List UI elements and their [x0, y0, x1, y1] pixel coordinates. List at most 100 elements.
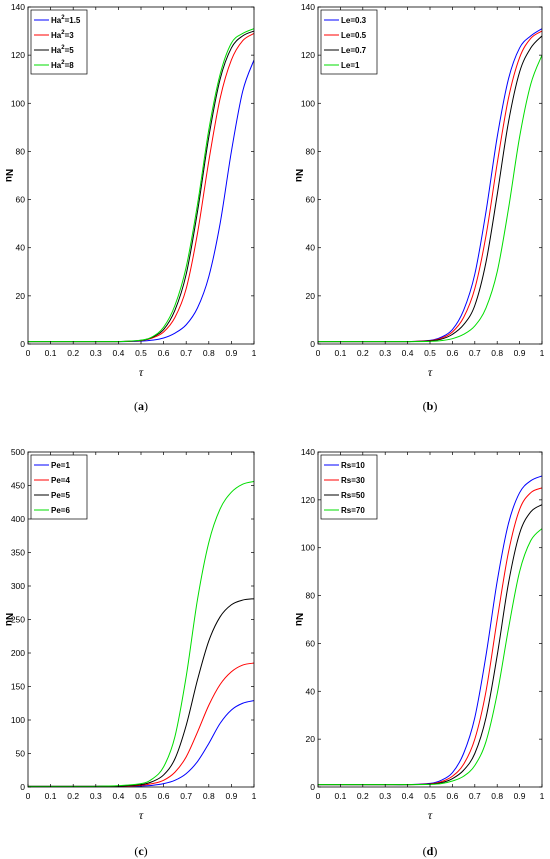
y-tick-label: 120: [11, 50, 25, 60]
x-tick-label: 0.2: [357, 791, 369, 801]
panel-caption: (c): [134, 844, 147, 858]
panel-caption: (d): [423, 844, 438, 858]
x-tick-label: 0.5: [424, 348, 436, 358]
y-tick-label: 500: [11, 447, 25, 457]
legend-box: [320, 9, 378, 75]
x-tick-label: 0.7: [469, 791, 481, 801]
y-tick-label: 300: [11, 581, 25, 591]
panel-caption: (a): [134, 399, 148, 413]
x-axis-label: τ: [428, 365, 433, 379]
legend-label-1: Le=0.5: [341, 31, 367, 40]
series-line-3: [318, 54, 542, 343]
y-tick-label: 0: [310, 339, 315, 349]
series-line-1: [28, 662, 254, 787]
y-tick-label: 450: [11, 481, 25, 491]
x-tick-label: 0.3: [90, 348, 102, 358]
x-tick-label: 0: [316, 348, 321, 358]
y-axis-label: Nu: [3, 613, 14, 626]
y-tick-label: 80: [16, 146, 26, 156]
chart-panel-a: 0 0.1 0.2 0.3 0.4 0.5 0.6 0.7 0.8 0.9 1 0 20 40 60 80 10…: [3, 2, 257, 413]
series-line-3: [318, 528, 542, 786]
x-tick-label: 0.1: [45, 791, 57, 801]
y-tick-label: 0: [20, 339, 25, 349]
series-line-0: [28, 59, 254, 343]
x-tick-label: 0.5: [135, 791, 147, 801]
legend: Le=0.3 Le=0.5 Le=0.7 Le=1: [320, 9, 378, 75]
x-tick-label: 0.7: [180, 348, 192, 358]
y-tick-label: 120: [301, 50, 315, 60]
legend-label-3: Le=1: [341, 61, 360, 70]
y-tick-label: 0: [310, 782, 315, 792]
y-tick-label: 20: [16, 291, 26, 301]
x-tick-label: 0.3: [90, 791, 102, 801]
x-tick-label: 1: [540, 791, 545, 801]
y-tick-label: 100: [11, 715, 25, 725]
legend-label-2: Rs=50: [341, 491, 365, 500]
legend-label-2: Ha2=5: [51, 45, 74, 55]
y-tick-label: 60: [306, 638, 316, 648]
x-tick-label: 0.9: [225, 791, 237, 801]
x-tick-label: 0.8: [491, 791, 503, 801]
x-tick-label: 0.8: [203, 348, 215, 358]
y-tick-label: 100: [11, 98, 25, 108]
series-line-1: [318, 487, 542, 786]
legend-text: Ha: [51, 61, 62, 70]
series-line-3: [28, 28, 254, 343]
y-tick-label: 0: [20, 782, 25, 792]
y-axis-label: Nu: [293, 169, 304, 182]
y-tick-label: 50: [16, 749, 26, 759]
series-lines: [28, 480, 254, 787]
legend-box: [320, 454, 378, 520]
legend-text-suffix: =1.5: [65, 16, 81, 25]
y-tick-label: 40: [306, 243, 316, 253]
x-tick-label: 0.5: [424, 791, 436, 801]
series-line-2: [28, 30, 254, 343]
caption-letter: d: [427, 844, 434, 858]
legend-text: Ha: [51, 31, 62, 40]
x-tick-label: 0.4: [402, 791, 414, 801]
series-line-3: [28, 480, 254, 787]
y-tick-label: 150: [11, 682, 25, 692]
x-tick-label: 0.3: [379, 348, 391, 358]
series-lines: [318, 28, 542, 343]
x-tick-label: 0.2: [357, 348, 369, 358]
legend-sup: 2: [61, 45, 65, 51]
x-tick-label: 0.9: [514, 348, 526, 358]
x-tick-label: 1: [540, 348, 545, 358]
x-tick-label: 0.7: [180, 791, 192, 801]
caption-close: ): [433, 399, 437, 413]
legend-label-0: Pe=1: [51, 461, 70, 470]
y-tick-label: 200: [11, 648, 25, 658]
y-tick-label: 140: [301, 447, 315, 457]
x-tick-label: 0.1: [45, 348, 57, 358]
y-tick-label: 120: [301, 495, 315, 505]
x-tick-label: 0: [26, 348, 31, 358]
x-axis-label: τ: [139, 808, 144, 822]
x-tick-label: 0: [316, 791, 321, 801]
x-tick-label: 0.4: [112, 348, 124, 358]
y-tick-label: 20: [306, 734, 316, 744]
legend-label-0: Ha2=1.5: [51, 15, 81, 25]
caption-close: ): [144, 399, 148, 413]
y-tick-label: 20: [306, 291, 316, 301]
legend-label-1: Rs=30: [341, 476, 365, 485]
caption-close: ): [433, 844, 437, 858]
caption-open: (: [134, 844, 138, 858]
y-tick-label: 80: [306, 591, 316, 601]
x-tick-label: 0.6: [158, 791, 170, 801]
x-tick-label: 0.5: [135, 348, 147, 358]
legend-label-0: Rs=10: [341, 461, 365, 470]
y-tick-label: 100: [301, 543, 315, 553]
y-tick-label: 350: [11, 548, 25, 558]
caption-open: (: [134, 399, 138, 413]
caption-close: ): [144, 844, 148, 858]
x-axis-label: τ: [428, 808, 433, 822]
legend-label-3: Pe=6: [51, 506, 70, 515]
x-tick-label: 1: [252, 348, 257, 358]
legend-text-suffix: =3: [65, 31, 75, 40]
x-tick-label: 0.9: [225, 348, 237, 358]
y-tick-label: 80: [306, 146, 316, 156]
legend-text: Ha: [51, 46, 62, 55]
y-tick-label: 40: [306, 686, 316, 696]
